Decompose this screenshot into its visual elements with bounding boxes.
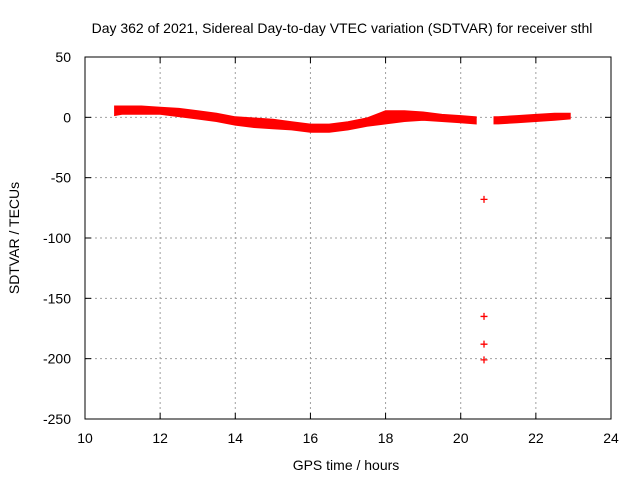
data-band (114, 105, 571, 133)
x-tick-label: 22 (528, 430, 544, 446)
data-point (480, 195, 488, 203)
y-axis-title: SDTVAR / TECUs (6, 182, 22, 294)
x-tick-label: 20 (453, 430, 469, 446)
data-band-segment (493, 112, 571, 125)
y-tick-label: -250 (43, 411, 71, 427)
data-points (480, 195, 488, 364)
x-tick-label: 24 (603, 430, 619, 446)
x-tick-label: 18 (378, 430, 394, 446)
x-tick-label: 14 (227, 430, 243, 446)
x-axis-title: GPS time / hours (293, 457, 400, 473)
data-point (480, 312, 488, 320)
data-band-segment (114, 105, 477, 133)
data-point (480, 356, 488, 364)
y-tick-label: -150 (43, 290, 71, 306)
x-tick-label: 16 (303, 430, 319, 446)
y-tick-label: -50 (51, 170, 71, 186)
x-tick-label: 12 (152, 430, 168, 446)
chart-title: Day 362 of 2021, Sidereal Day-to-day VTE… (92, 20, 593, 36)
y-tick-label: -200 (43, 351, 71, 367)
data-point (480, 340, 488, 348)
axis-ticks: 10 12 14 16 18 20 22 24 50 0 -50 -100 -150 -200 -250 (43, 49, 619, 446)
y-tick-label: 0 (63, 109, 71, 125)
x-tick-label: 10 (77, 430, 93, 446)
y-tick-label: 50 (55, 49, 71, 65)
y-tick-label: -100 (43, 230, 71, 246)
